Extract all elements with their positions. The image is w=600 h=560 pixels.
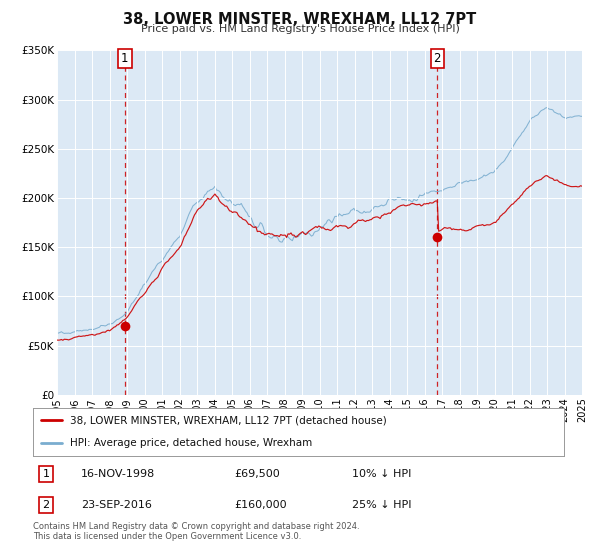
Text: 23-SEP-2016: 23-SEP-2016 bbox=[81, 500, 152, 510]
Text: HPI: Average price, detached house, Wrexham: HPI: Average price, detached house, Wrex… bbox=[70, 438, 313, 448]
Text: 1: 1 bbox=[43, 469, 50, 479]
Text: 38, LOWER MINSTER, WREXHAM, LL12 7PT (detached house): 38, LOWER MINSTER, WREXHAM, LL12 7PT (de… bbox=[70, 416, 387, 426]
Text: £160,000: £160,000 bbox=[235, 500, 287, 510]
Text: 16-NOV-1998: 16-NOV-1998 bbox=[81, 469, 155, 479]
Text: 10% ↓ HPI: 10% ↓ HPI bbox=[352, 469, 411, 479]
Text: £69,500: £69,500 bbox=[235, 469, 281, 479]
Text: Contains HM Land Registry data © Crown copyright and database right 2024.
This d: Contains HM Land Registry data © Crown c… bbox=[33, 522, 359, 542]
Text: 25% ↓ HPI: 25% ↓ HPI bbox=[352, 500, 411, 510]
Text: 1: 1 bbox=[121, 53, 128, 66]
Text: Price paid vs. HM Land Registry's House Price Index (HPI): Price paid vs. HM Land Registry's House … bbox=[140, 24, 460, 34]
Text: 2: 2 bbox=[43, 500, 50, 510]
Text: 2: 2 bbox=[434, 53, 441, 66]
Text: 38, LOWER MINSTER, WREXHAM, LL12 7PT: 38, LOWER MINSTER, WREXHAM, LL12 7PT bbox=[124, 12, 476, 27]
